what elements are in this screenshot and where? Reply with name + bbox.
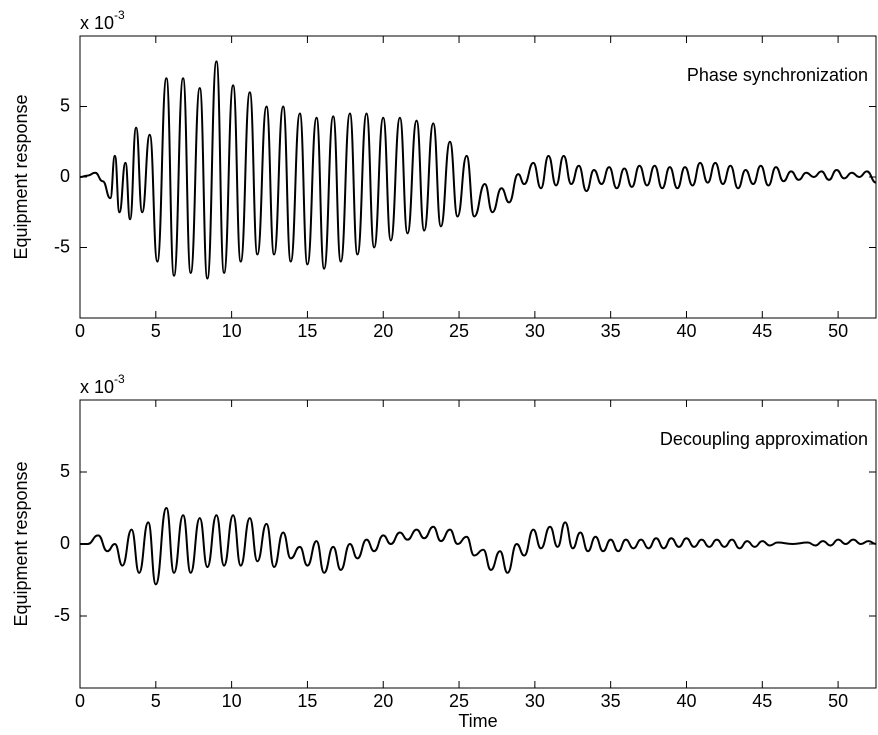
y-multiplier: x 10-3 (80, 372, 125, 397)
subplot: 0 5 10 15 20 25 30 35 40 45 50 -5 0 5 x 10-3 Equipment … (11, 372, 877, 731)
x-tick-label: 25 (449, 321, 469, 341)
x-tick-label: 45 (752, 691, 772, 711)
x-tick-label: 5 (151, 321, 161, 341)
x-tick-label: 50 (828, 321, 848, 341)
annotation: Decoupling approximation (660, 429, 868, 449)
y-multiplier: x 10-3 (80, 8, 125, 33)
y-tick-label: 0 (60, 533, 70, 553)
x-tick-label: 35 (601, 691, 621, 711)
x-tick-label: 10 (222, 321, 242, 341)
y-tick-label: 5 (60, 461, 70, 481)
x-tick-label: 20 (373, 321, 393, 341)
y-tick-label: -5 (54, 236, 70, 256)
x-tick-label: 15 (297, 321, 317, 341)
x-tick-label: 0 (75, 321, 85, 341)
x-tick-label: 40 (676, 321, 696, 341)
x-tick-label: 35 (601, 321, 621, 341)
x-axis-label: Time (458, 711, 497, 731)
data-line (80, 507, 877, 586)
x-tick-label: 45 (752, 321, 772, 341)
x-tick-label: 10 (222, 691, 242, 711)
multiplier-exponent: -3 (114, 372, 125, 386)
x-tick-label: 40 (676, 691, 696, 711)
y-tick-label: 0 (60, 166, 70, 186)
x-tick-label: 25 (449, 691, 469, 711)
y-axis-label: Equipment response (11, 461, 31, 626)
x-tick-label: 50 (828, 691, 848, 711)
x-tick-label: 30 (525, 321, 545, 341)
y-axis-label: Equipment response (11, 94, 31, 259)
x-tick-label: 30 (525, 691, 545, 711)
data-line (79, 60, 877, 280)
x-tick-label: 0 (75, 691, 85, 711)
x-tick-label: 5 (151, 691, 161, 711)
subplot: 0 5 10 15 20 25 30 35 40 45 50 -5 0 5 x 10-3 Equipment … (11, 8, 877, 341)
x-tick-label: 20 (373, 691, 393, 711)
multiplier-exponent: -3 (114, 8, 125, 22)
multiplier-base: x 10 (80, 377, 114, 397)
annotation: Phase synchronization (687, 65, 868, 85)
x-tick-label: 15 (297, 691, 317, 711)
y-tick-label: 5 (60, 95, 70, 115)
y-tick-label: -5 (54, 605, 70, 625)
multiplier-base: x 10 (80, 13, 114, 33)
